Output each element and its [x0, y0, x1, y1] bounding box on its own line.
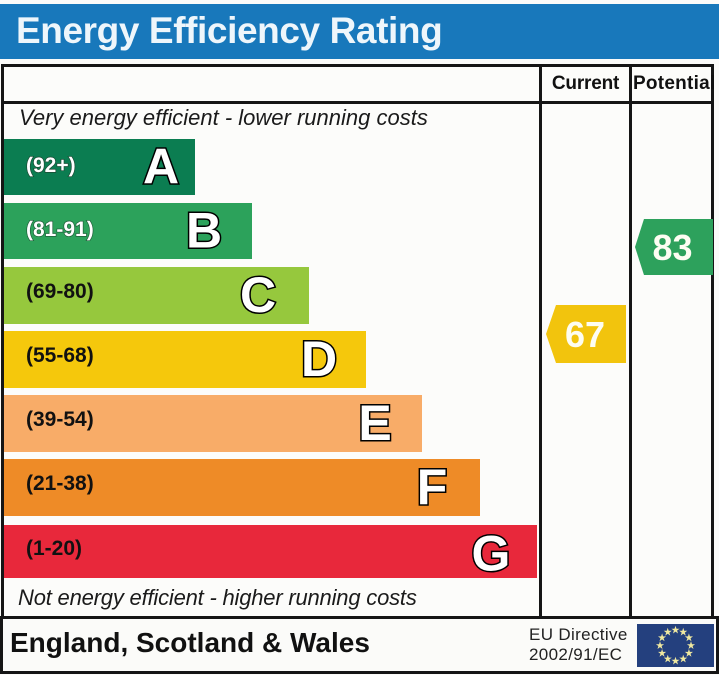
svg-text:(92+): (92+): [26, 154, 76, 177]
svg-text:F: F: [417, 459, 448, 515]
svg-text:(81-91): (81-91): [26, 218, 94, 241]
svg-text:G: G: [472, 526, 511, 579]
svg-text:B: B: [186, 203, 222, 259]
svg-text:C: C: [240, 267, 276, 323]
svg-text:D: D: [301, 331, 337, 387]
svg-text:E: E: [358, 395, 391, 451]
svg-text:A: A: [143, 139, 179, 195]
